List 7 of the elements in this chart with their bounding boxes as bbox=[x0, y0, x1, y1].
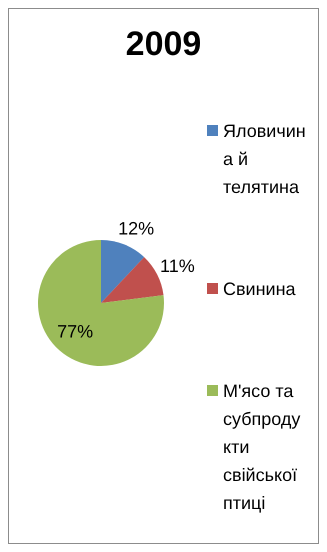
data-label: 77% bbox=[57, 321, 94, 342]
chart-title: 2009 bbox=[124, 25, 202, 64]
legend-label: Свинина bbox=[223, 278, 297, 301]
data-label: 12% bbox=[118, 218, 154, 239]
data-label: 11% bbox=[160, 256, 195, 276]
legend-label: Яловичина й телятина bbox=[223, 120, 307, 199]
legend-label: М'ясо та субпродукти свійської птиці bbox=[223, 380, 302, 515]
